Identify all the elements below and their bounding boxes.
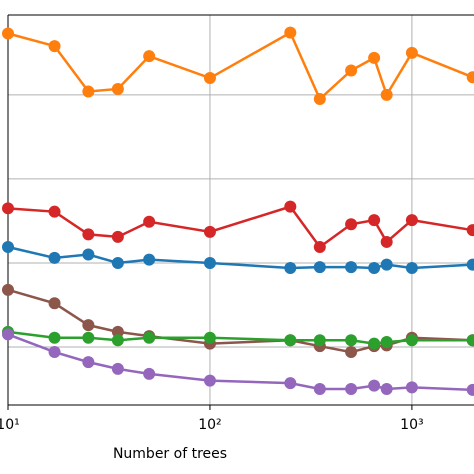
point (405, 334, 418, 347)
point (82, 356, 95, 369)
point (203, 331, 216, 344)
point (380, 383, 393, 396)
series-line (7, 245, 473, 270)
point (2, 202, 14, 215)
point (111, 334, 124, 347)
point (203, 72, 216, 85)
point (368, 379, 381, 392)
point (111, 230, 124, 243)
point (466, 334, 474, 347)
point (313, 383, 326, 396)
point (368, 261, 381, 274)
point (111, 256, 124, 269)
point (405, 261, 418, 274)
point (48, 40, 61, 53)
x-axis-label: Number of trees (113, 446, 227, 462)
point (380, 88, 393, 101)
series-line (7, 288, 473, 354)
point (368, 51, 381, 64)
point (143, 331, 156, 344)
point (284, 26, 297, 39)
point (313, 93, 326, 106)
point (284, 334, 297, 347)
point (111, 82, 124, 95)
point (368, 214, 381, 227)
x-tick-label: 10¹ (0, 417, 20, 433)
point (284, 261, 297, 274)
point (143, 253, 156, 266)
point (143, 50, 156, 63)
point (2, 283, 14, 296)
point (380, 335, 393, 348)
point (368, 337, 381, 350)
point (111, 325, 124, 338)
point (405, 46, 418, 59)
point (203, 374, 216, 387)
point (203, 256, 216, 269)
point (313, 240, 326, 253)
point (2, 328, 14, 341)
point (48, 205, 61, 218)
point (143, 215, 156, 228)
point (2, 240, 14, 253)
point (345, 218, 358, 231)
point (405, 214, 418, 227)
point (405, 381, 418, 394)
point (82, 248, 95, 261)
point (345, 346, 358, 359)
point (2, 27, 14, 40)
x-tick-label: 10² (198, 417, 221, 433)
point (466, 383, 474, 396)
point (380, 258, 393, 271)
series-line (7, 30, 474, 102)
point (284, 200, 297, 213)
x-tick-label: 10³ (400, 417, 423, 433)
point (466, 258, 474, 271)
point (313, 261, 326, 274)
point (82, 319, 95, 332)
point (345, 383, 358, 396)
point (345, 64, 358, 77)
point (111, 362, 124, 375)
point (48, 331, 61, 344)
point (345, 261, 358, 274)
point (82, 85, 95, 98)
point (82, 331, 95, 344)
point (466, 71, 474, 84)
point (313, 334, 326, 347)
point (82, 228, 95, 241)
point (48, 297, 61, 310)
point (48, 346, 61, 359)
point (380, 235, 393, 248)
point (143, 367, 156, 380)
point (48, 251, 61, 264)
series-line (7, 205, 473, 249)
point (284, 377, 297, 390)
point (345, 334, 358, 347)
point (203, 225, 216, 238)
point (466, 224, 474, 237)
